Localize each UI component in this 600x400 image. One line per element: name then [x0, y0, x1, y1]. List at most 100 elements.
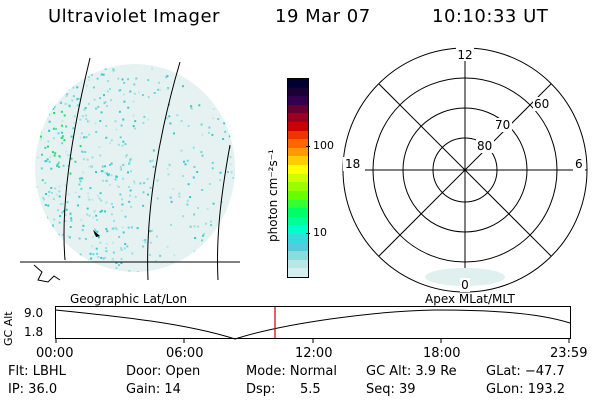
emission-pixel [112, 68, 115, 70]
emission-pixel [120, 209, 123, 212]
emission-pixel [80, 68, 83, 70]
emission-pixel [114, 226, 117, 229]
emission-pixel [194, 237, 197, 239]
emission-pixel [88, 133, 91, 136]
geo-coords-label: Geographic Lat/Lon [70, 292, 188, 306]
emission-pixel [59, 215, 62, 218]
emission-pixel [190, 106, 193, 109]
emission-pixel [211, 167, 214, 170]
emission-pixel [47, 204, 50, 207]
emission-pixel [210, 220, 212, 223]
emission-pixel [112, 206, 115, 209]
emission-pixel [212, 108, 215, 111]
emission-pixel [139, 182, 142, 185]
emission-pixel [36, 83, 38, 86]
emission-pixel [196, 171, 199, 173]
emission-pixel [86, 213, 89, 216]
emission-pixel [159, 88, 161, 91]
emission-pixel [157, 88, 160, 91]
emission-pixel [230, 81, 232, 84]
emission-pixel [130, 170, 132, 173]
emission-pixel [105, 250, 108, 253]
emission-pixel [219, 179, 222, 182]
emission-pixel [232, 193, 234, 196]
emission-pixel [56, 265, 59, 268]
emission-pixel [91, 236, 94, 239]
emission-pixel [149, 186, 152, 189]
emission-pixel [225, 235, 228, 238]
emission-pixel [99, 97, 102, 100]
emission-pixel [61, 233, 64, 236]
emission-pixel [46, 216, 49, 219]
emission-pixel [52, 75, 55, 78]
emission-pixel [55, 128, 57, 131]
emission-pixel [53, 103, 56, 106]
emission-pixel [57, 132, 60, 135]
emission-pixel [201, 133, 204, 136]
emission-pixel [89, 252, 92, 255]
emission-pixel [120, 247, 123, 250]
emission-pixel [116, 184, 119, 187]
colorbar [287, 78, 309, 278]
emission-pixel [223, 122, 226, 125]
emission-pixel [222, 138, 225, 140]
emission-pixel [72, 75, 74, 78]
emission-pixel [68, 154, 71, 157]
emission-pixel [173, 132, 175, 135]
emission-pixel [117, 185, 120, 188]
emission-pixel [165, 65, 168, 68]
emission-pixel [133, 182, 136, 185]
emission-pixel [131, 252, 134, 255]
emission-pixel [98, 197, 101, 200]
seq-readout: Seq: 39 [366, 382, 416, 397]
emission-pixel [229, 155, 232, 158]
emission-pixel [37, 93, 40, 96]
emission-pixel [113, 219, 115, 222]
emission-pixel [39, 112, 42, 114]
gc-alt-axis-label: GC Alt [2, 311, 15, 346]
emission-pixel [92, 67, 95, 70]
date-label: 19 Mar 07 [275, 6, 371, 27]
emission-pixel [66, 153, 69, 156]
emission-pixel [134, 195, 137, 198]
emission-pixel [154, 259, 157, 262]
emission-pixel [48, 129, 51, 132]
emission-pixel [112, 251, 115, 254]
emission-pixel [201, 154, 204, 157]
emission-pixel [100, 111, 103, 114]
emission-pixel [110, 139, 113, 142]
emission-pixel [49, 89, 52, 92]
emission-pixel [152, 165, 155, 168]
emission-pixel [48, 160, 51, 163]
emission-pixel [99, 210, 102, 213]
emission-pixel [67, 235, 70, 238]
emission-pixel [142, 204, 145, 207]
emission-pixel [215, 238, 218, 241]
emission-pixel [70, 78, 73, 81]
emission-pixel [84, 151, 87, 153]
emission-pixel [42, 256, 45, 259]
emission-pixel [141, 94, 144, 96]
emission-pixel [221, 268, 224, 271]
emission-pixel [207, 265, 210, 268]
emission-pixel [35, 186, 38, 189]
emission-pixel [128, 162, 131, 165]
emission-pixel [228, 135, 231, 138]
x-tick-2359: 23:59 [550, 346, 588, 361]
emission-pixel [93, 98, 96, 101]
emission-pixel [142, 122, 145, 124]
colorbar-stop [288, 130, 308, 140]
emission-pixel [37, 79, 39, 82]
emission-pixel [74, 160, 77, 163]
emission-pixel [106, 80, 109, 82]
emission-pixel [201, 189, 204, 191]
emission-pixel [102, 257, 105, 260]
emission-pixel [125, 155, 128, 158]
emission-pixel [79, 118, 82, 121]
lat-label-70: 70 [495, 118, 510, 132]
emission-pixel [88, 198, 91, 201]
emission-pixel [85, 136, 88, 139]
emission-pixel [37, 77, 40, 80]
emission-pixel [203, 76, 206, 79]
colorbar-stop [288, 225, 308, 234]
